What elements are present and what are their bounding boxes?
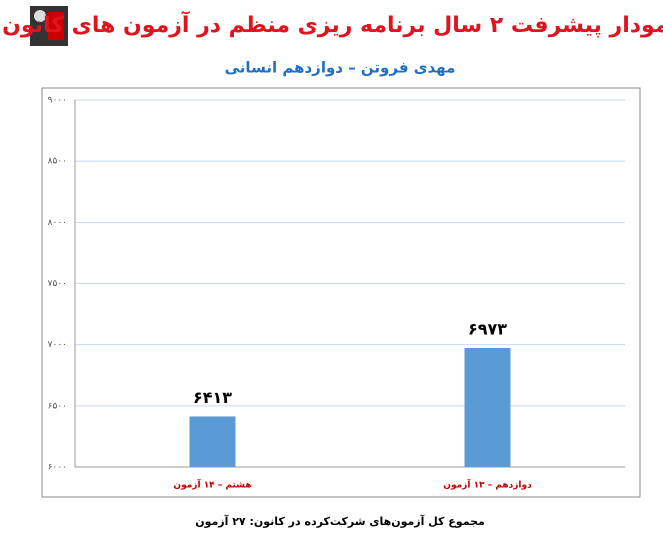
- x-tick-label: دوازدهم – ۱۳ آزمون: [443, 479, 532, 491]
- logo-head: [34, 10, 46, 22]
- y-tick-label: ۷۵۰۰: [48, 279, 67, 289]
- chart-subtitle: مهدی فروتن – دوازدهم انسانی: [225, 59, 456, 77]
- footer-note: مجموع کل آزمون‌های شرکت‌کرده در کانون: ۲…: [195, 514, 485, 528]
- logo: [30, 6, 68, 46]
- value-label: ۶۹۷۳: [468, 319, 507, 338]
- y-tick-label: ۹۰۰۰: [48, 96, 67, 106]
- y-tick-label: ۷۰۰۰: [48, 340, 67, 350]
- x-tick-label: هشتم – ۱۴ آزمون: [173, 479, 251, 491]
- y-tick-label: ۶۵۰۰: [48, 401, 67, 411]
- chart-frame: [41, 87, 641, 498]
- y-tick-label: ۶۰۰۰: [48, 463, 67, 473]
- y-tick-label: ۸۰۰۰: [48, 218, 67, 228]
- y-tick-label: ۸۵۰۰: [48, 157, 67, 167]
- bar: [464, 347, 511, 467]
- value-label: ۶۴۱۳: [193, 388, 232, 407]
- bar: [189, 416, 236, 467]
- logo-panel: [48, 12, 64, 40]
- chart-title: نمودار پیشرفت ۲ سال برنامه ریزی منظم در …: [2, 10, 663, 38]
